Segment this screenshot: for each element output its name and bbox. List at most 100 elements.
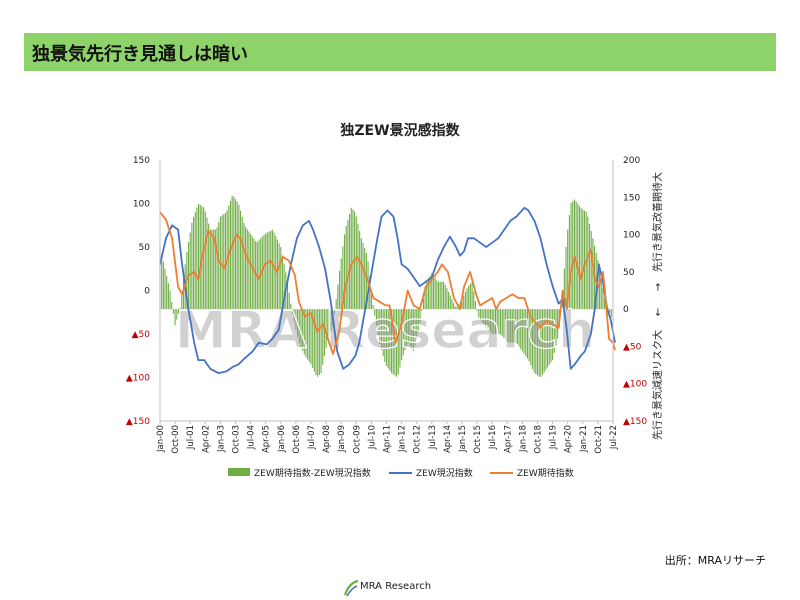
watermark: MRA Research — [175, 301, 595, 361]
bar — [602, 287, 604, 310]
bar — [246, 229, 248, 310]
bar — [387, 309, 389, 369]
bar — [587, 216, 589, 310]
bar — [578, 205, 580, 310]
bar — [347, 219, 349, 310]
bar — [161, 254, 163, 310]
bar — [345, 225, 347, 310]
bar — [265, 233, 267, 310]
bar — [540, 309, 542, 378]
x-tick-label: Apr-17 — [503, 425, 513, 453]
bar — [182, 278, 185, 310]
bar — [513, 309, 515, 343]
x-tick-label: Apr-05 — [262, 425, 272, 453]
bar — [263, 234, 265, 310]
bar — [508, 309, 510, 343]
bar — [233, 196, 235, 310]
bar — [374, 309, 376, 316]
bar — [196, 207, 198, 310]
bar — [474, 301, 476, 310]
bar — [568, 215, 570, 310]
bar — [468, 285, 470, 310]
bar — [406, 309, 408, 346]
bar — [305, 309, 307, 358]
bar — [209, 229, 211, 310]
bar — [162, 261, 164, 310]
bar — [251, 236, 253, 310]
bar — [573, 199, 575, 310]
x-tick-label: Apr-11 — [383, 425, 393, 453]
bar — [437, 281, 440, 310]
expectation-index-line — [159, 211, 616, 355]
bar — [295, 309, 297, 330]
bar — [271, 229, 273, 310]
bar — [392, 309, 394, 375]
bar — [483, 309, 485, 325]
bar — [496, 309, 498, 334]
bar — [286, 281, 289, 310]
bar — [213, 229, 215, 310]
bar — [526, 309, 528, 359]
bar — [582, 209, 584, 310]
bar — [592, 238, 594, 310]
bar — [245, 226, 247, 310]
bar — [372, 305, 374, 310]
bar — [409, 309, 411, 347]
chart-title: 独ZEW景況感指数 — [340, 123, 460, 139]
bar — [179, 307, 181, 310]
bar — [307, 309, 309, 360]
bar — [525, 309, 527, 357]
axes: 150 100 50 0 ▲50 ▲100 ▲150 200 150 100 50 0 ▲50 ▲100 ▲… — [126, 156, 664, 454]
bar — [293, 309, 295, 323]
bar — [530, 309, 532, 366]
x-tick-label: Jul-07 — [307, 425, 317, 450]
bar — [518, 309, 520, 347]
bar — [469, 283, 471, 310]
legend-label-bars: ZEW期待指数-ZEW現況指数 — [254, 467, 371, 479]
bar — [380, 309, 383, 350]
bar — [199, 204, 201, 310]
bar — [521, 309, 523, 352]
bar — [610, 309, 612, 318]
bar — [397, 309, 399, 375]
bar — [208, 223, 210, 310]
bar — [382, 309, 384, 356]
right-tick-label: ▲150 — [623, 417, 647, 427]
x-tick-label: Jan-12 — [398, 425, 408, 453]
bar — [310, 309, 312, 365]
bar — [253, 238, 255, 310]
bar — [501, 309, 503, 337]
page-title-banner: 独景気先行き見通しは暗い — [24, 33, 776, 71]
right-tick-label: 150 — [623, 193, 640, 203]
legend-swatch-bars — [228, 468, 250, 476]
bar — [411, 309, 413, 349]
x-tick-label: Jul-16 — [488, 425, 498, 450]
x-tick-label: Jul-10 — [367, 425, 377, 450]
bar — [288, 292, 290, 310]
x-tick-label: Jan-00 — [156, 425, 166, 453]
bar — [323, 309, 325, 357]
bar — [370, 290, 372, 310]
bar — [432, 275, 435, 310]
bar — [313, 309, 315, 372]
bar — [528, 309, 530, 362]
bar — [505, 309, 507, 340]
x-tick-label: Jul-19 — [549, 425, 559, 450]
swoosh-icon — [343, 579, 359, 597]
bar — [369, 276, 371, 310]
bar — [552, 309, 554, 361]
bar — [377, 309, 379, 335]
right-axis-label-top: 先行き景気改善期待大 — [651, 172, 664, 272]
bar — [419, 309, 421, 323]
x-tick-label: Oct-03 — [232, 425, 242, 454]
bar — [291, 309, 294, 315]
bar — [498, 309, 500, 334]
bar — [421, 309, 423, 311]
bar — [538, 309, 540, 377]
left-tick-label: ▲100 — [126, 374, 150, 384]
bar — [424, 286, 426, 310]
left-tick-label: ▲150 — [126, 417, 150, 427]
bar — [442, 281, 445, 310]
bar — [385, 309, 388, 366]
bar — [337, 284, 339, 310]
